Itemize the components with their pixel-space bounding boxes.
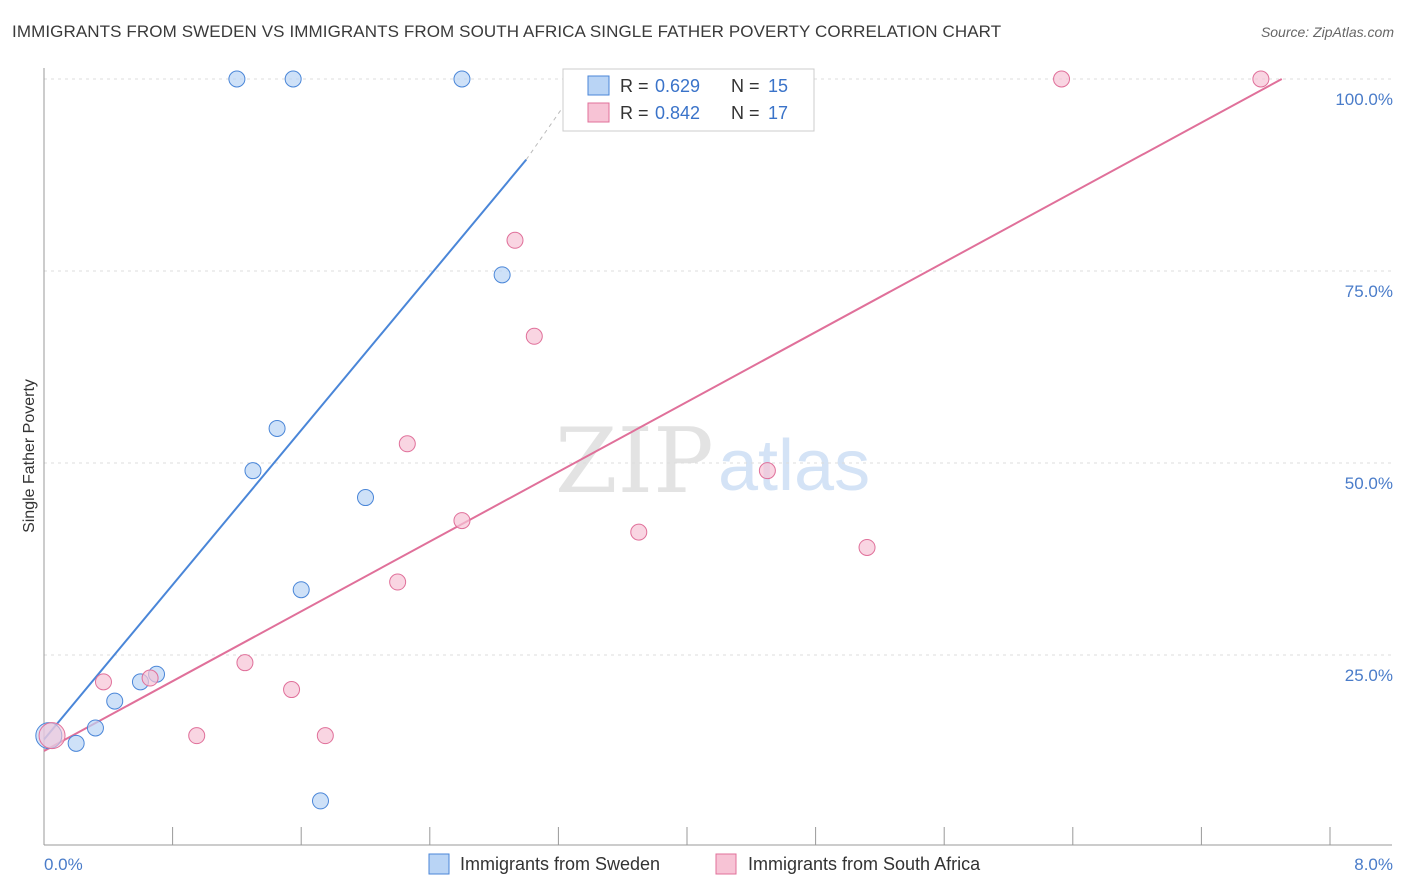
stats-r-value-sweden: 0.629	[655, 76, 700, 96]
x-tick-label-min: 0.0%	[44, 855, 83, 874]
point-sweden-11	[311, 792, 329, 810]
point-south-africa-11	[525, 327, 543, 345]
stats-n-label-south-africa: N =	[731, 103, 760, 123]
point-south-africa-10	[506, 231, 524, 249]
gridlines	[44, 78, 1392, 656]
point-sweden-10	[292, 581, 310, 599]
point-south-africa-0	[38, 722, 66, 750]
chart-source: Source: ZipAtlas.com	[1260, 24, 1394, 40]
y-tick-label-75: 75.0%	[1345, 282, 1393, 301]
y-tick-labels: 25.0% 50.0% 75.0% 100.0%	[1335, 90, 1393, 685]
point-south-africa-13	[758, 462, 776, 480]
watermark: ZIP atlas	[555, 409, 870, 514]
stats-n-label-sweden: N =	[731, 76, 760, 96]
stats-n-value-sweden: 15	[768, 76, 788, 96]
stats-legend: R = 0.629 N = 15 R = 0.842 N = 17	[562, 68, 815, 132]
chart-title: IMMIGRANTS FROM SWEDEN VS IMMIGRANTS FRO…	[12, 22, 1002, 41]
stats-r-value-south-africa: 0.842	[655, 103, 700, 123]
stats-swatch-south-africa	[587, 102, 610, 123]
stats-swatch-sweden	[587, 75, 610, 96]
y-axis-label: Single Father Poverty	[21, 379, 38, 533]
point-sweden-1	[67, 734, 85, 752]
point-south-africa-16	[1252, 70, 1270, 88]
point-south-africa-12	[630, 523, 648, 541]
point-south-africa-5	[283, 681, 301, 699]
point-sweden-13	[453, 70, 471, 88]
point-south-africa-2	[141, 669, 159, 687]
legend-swatch-south-africa	[715, 853, 737, 875]
point-south-africa-4	[236, 654, 254, 672]
point-south-africa-7	[389, 573, 407, 591]
stats-r-label-sweden: R =	[620, 76, 649, 96]
point-south-africa-14	[858, 538, 876, 556]
point-south-africa-8	[398, 435, 416, 453]
series-legend: Immigrants from Sweden Immigrants from S…	[428, 853, 981, 875]
point-sweden-7	[244, 462, 262, 480]
x-axis-ticks	[43, 827, 1331, 845]
point-south-africa-3	[188, 727, 206, 745]
point-south-africa-15	[1053, 70, 1071, 88]
trend-line-sweden	[43, 159, 528, 741]
point-south-africa-9	[453, 512, 471, 530]
trend-line-south-africa	[43, 78, 1283, 752]
point-sweden-6	[228, 70, 246, 88]
point-sweden-8	[268, 419, 286, 437]
y-tick-label-50: 50.0%	[1345, 474, 1393, 493]
stats-n-value-south-africa: 17	[768, 103, 788, 123]
legend-label-south-africa: Immigrants from South Africa	[748, 854, 981, 874]
series-layer	[35, 70, 1283, 810]
point-sweden-12	[357, 489, 374, 507]
legend-swatch-sweden	[428, 853, 450, 875]
point-sweden-9	[284, 70, 302, 88]
point-sweden-14	[493, 266, 511, 284]
point-sweden-2	[86, 719, 104, 737]
point-south-africa-6	[316, 727, 334, 745]
y-tick-label-100: 100.0%	[1335, 90, 1393, 109]
point-sweden-3	[106, 692, 124, 710]
watermark-atlas: atlas	[718, 426, 870, 506]
x-tick-label-max: 8.0%	[1354, 855, 1393, 874]
legend-label-sweden: Immigrants from Sweden	[460, 854, 660, 874]
stats-r-label-south-africa: R =	[620, 103, 649, 123]
y-tick-label-25: 25.0%	[1345, 666, 1393, 685]
point-south-africa-1	[94, 673, 112, 691]
watermark-zip: ZIP	[555, 409, 714, 514]
